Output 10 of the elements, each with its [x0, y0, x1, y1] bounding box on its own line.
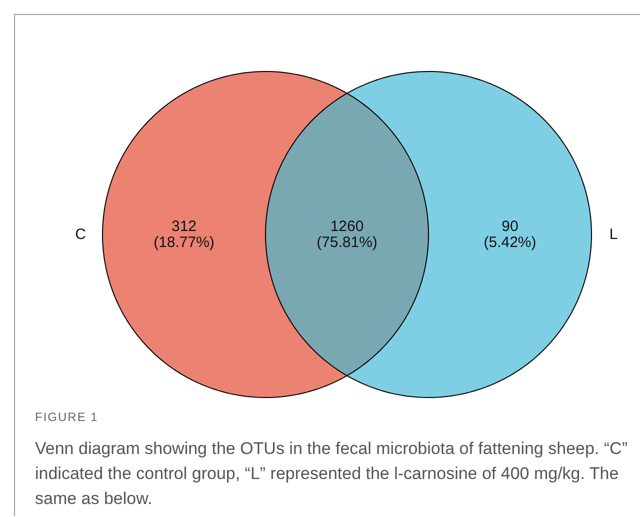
- data-label: 1260: [330, 218, 364, 235]
- text: (75.81%): [316, 234, 378, 251]
- category-label: L: [609, 226, 618, 243]
- text: Venn diagram showing the OTUs in the fecal microbiota of fattening sheep. “C” indicated the control group, “L” represented the l-carnosine of 400 mg/kg. The same as below.: [35, 438, 628, 510]
- text: FIGURE 1: [35, 409, 98, 426]
- text: (18.77%): [154, 234, 214, 251]
- text: (5.42%): [484, 234, 536, 251]
- data-label: 90: [502, 218, 518, 235]
- category-label: C: [75, 226, 86, 243]
- data-label: 312: [171, 218, 197, 235]
